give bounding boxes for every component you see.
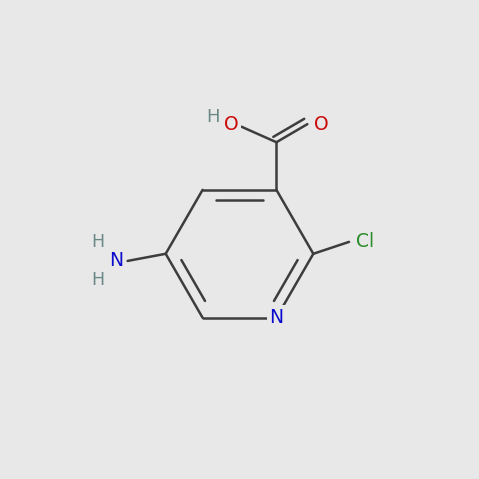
Text: O: O	[314, 114, 328, 134]
Text: H: H	[91, 271, 105, 289]
Text: N: N	[269, 308, 284, 327]
Text: H: H	[207, 108, 220, 126]
Text: Cl: Cl	[356, 232, 374, 251]
Text: N: N	[109, 251, 123, 271]
Text: O: O	[224, 115, 239, 134]
Text: H: H	[91, 233, 105, 251]
